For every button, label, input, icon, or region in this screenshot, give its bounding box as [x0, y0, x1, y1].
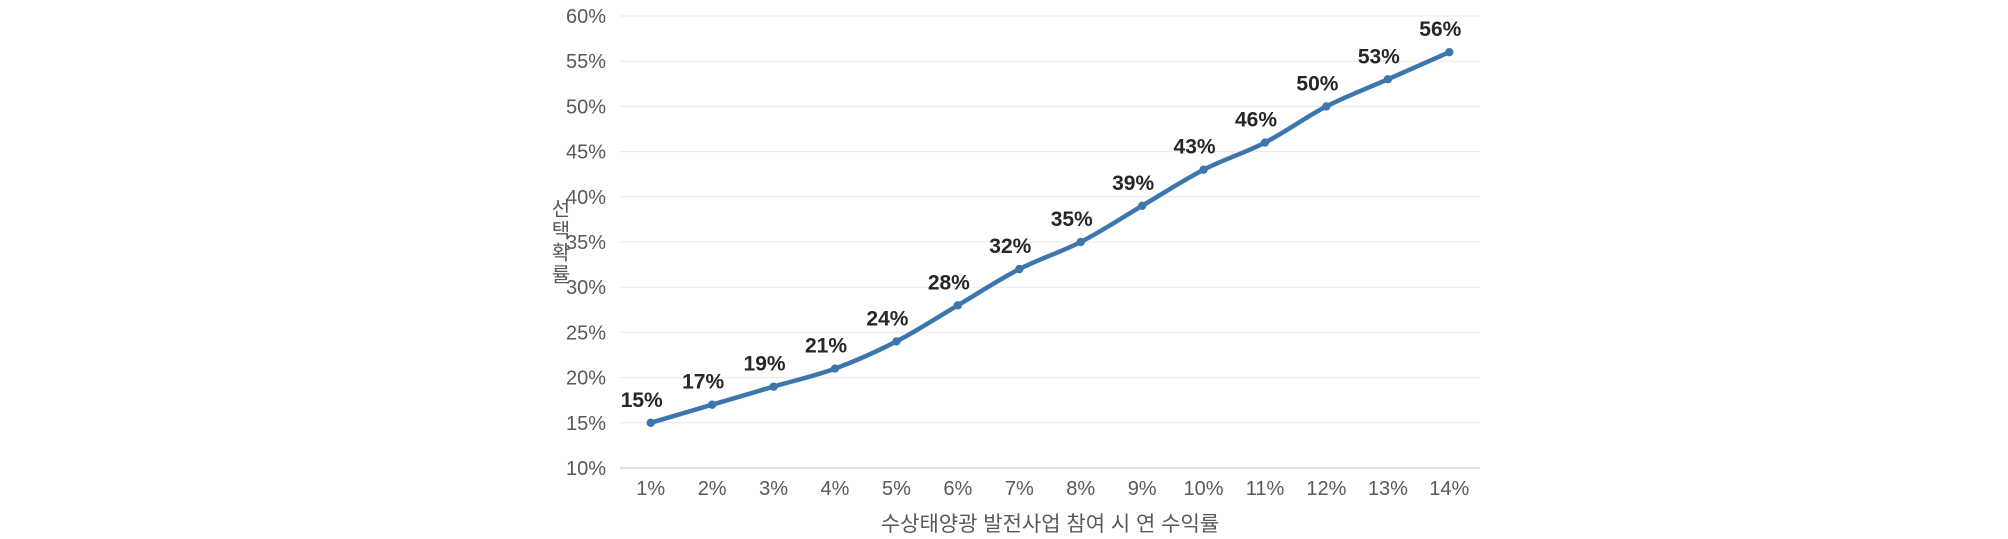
marker: [1322, 102, 1331, 111]
y-tick-label: 30%: [566, 277, 606, 299]
x-tick-label: 3%: [759, 478, 788, 500]
data-label: 28%: [928, 271, 970, 294]
y-tick-label: 50%: [566, 96, 606, 118]
y-tick-label: 35%: [566, 232, 606, 254]
y-tick-label: 45%: [566, 142, 606, 164]
marker: [953, 301, 963, 310]
x-tick-label: 5%: [882, 478, 911, 500]
x-tick-label: 6%: [943, 478, 972, 500]
y-tick-label: 40%: [566, 187, 606, 209]
marker: [1137, 201, 1147, 211]
data-label: 39%: [1112, 172, 1154, 195]
data-label: 19%: [744, 353, 786, 376]
y-tick-label: 10%: [566, 458, 606, 480]
x-tick-label: 7%: [1005, 478, 1034, 500]
x-tick-label: 9%: [1128, 478, 1157, 500]
marker: [1015, 264, 1024, 274]
x-tick-label: 4%: [821, 478, 850, 500]
y-tick-label: 25%: [566, 322, 606, 344]
marker: [1076, 237, 1085, 247]
x-axis-title: 수상태양광 발전사업 참여 시 연 수익률: [880, 513, 1220, 536]
data-label: 46%: [1235, 109, 1277, 132]
marker: [707, 400, 717, 409]
data-label: 56%: [1419, 18, 1461, 41]
data-label: 53%: [1358, 45, 1400, 68]
data-label: 15%: [621, 389, 663, 412]
y-axis-title: 선택확률: [547, 198, 570, 286]
x-tick-label: 1%: [636, 478, 665, 500]
data-label: 24%: [866, 307, 908, 330]
data-label: 21%: [805, 335, 847, 358]
marker: [1383, 75, 1393, 84]
data-label: 43%: [1174, 136, 1216, 159]
data-label: 17%: [682, 371, 724, 394]
marker: [1260, 138, 1270, 147]
marker: [1199, 165, 1208, 174]
marker: [830, 364, 840, 373]
x-tick-label: 2%: [698, 478, 727, 500]
x-tick-label: 8%: [1066, 478, 1095, 500]
marker: [769, 382, 778, 391]
x-tick-label: 14%: [1429, 478, 1469, 500]
x-tick-label: 13%: [1368, 478, 1408, 500]
marker: [1445, 47, 1454, 57]
x-tick-label: 10%: [1184, 478, 1224, 500]
y-tick-label: 55%: [566, 51, 606, 73]
data-label: 50%: [1296, 72, 1338, 95]
series-line: [648, 49, 1452, 426]
y-tick-label: 60%: [566, 6, 606, 28]
x-tick-label: 11%: [1246, 478, 1285, 500]
marker: [892, 337, 901, 346]
y-tick-label: 15%: [566, 413, 606, 435]
data-label: 35%: [1051, 208, 1093, 231]
marker: [646, 418, 655, 427]
y-tick-label: 20%: [566, 368, 606, 390]
x-tick-label: 12%: [1306, 478, 1346, 500]
data-label: 32%: [989, 235, 1031, 258]
